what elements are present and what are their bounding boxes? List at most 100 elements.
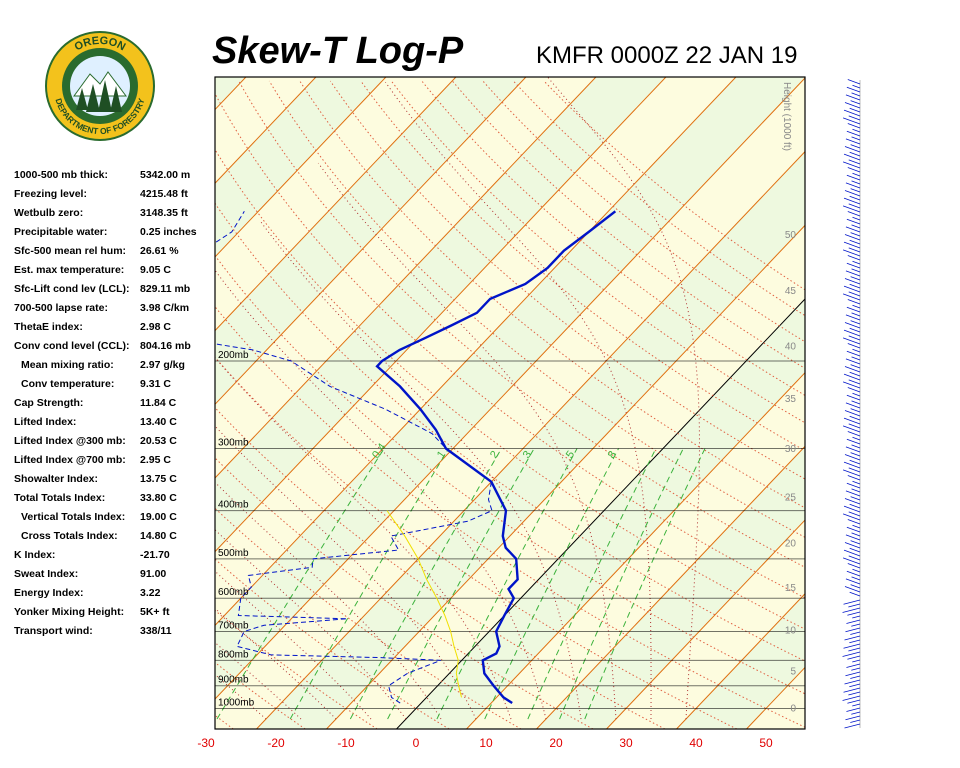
stat-value: -21.70 — [140, 549, 170, 561]
wind-barb — [843, 461, 861, 469]
mixing-ratio-line — [216, 448, 385, 720]
stat-label: Cross Totals Index: — [21, 530, 118, 542]
wind-barb — [849, 683, 861, 688]
wind-barb — [845, 671, 861, 677]
wind-barb — [848, 603, 861, 608]
wind-barb — [850, 232, 861, 237]
wind-barb — [846, 482, 861, 489]
stat-value: 13.75 C — [140, 473, 177, 485]
station-time-label: KMFR 0000Z 22 JAN 19 — [536, 42, 798, 69]
isotherm — [676, 593, 805, 729]
wind-barb — [845, 715, 861, 721]
wind-barb — [849, 195, 861, 201]
stat-label: Lifted Index @300 mb: — [14, 435, 126, 447]
isotherm — [606, 519, 805, 729]
chart-title: Skew-T Log-P — [212, 30, 464, 72]
wind-barb — [846, 570, 861, 577]
stat-label: Total Totals Index: — [14, 492, 106, 504]
stat-value: 19.00 C — [140, 511, 177, 523]
dry-adiabat — [215, 148, 805, 630]
stat-label: Sfc-500 mean rel hum: — [14, 245, 127, 257]
wind-barb — [843, 417, 861, 425]
mixing-ratio-line — [584, 448, 706, 720]
height-tick-label: 15 — [785, 583, 797, 594]
wind-barb — [845, 534, 861, 541]
wind-barb — [848, 379, 861, 385]
wind-barb — [842, 117, 861, 125]
wind-barb — [843, 285, 861, 293]
wind-barb — [843, 505, 861, 513]
wind-barb — [852, 348, 861, 353]
stat-label: Showalter Index: — [14, 473, 99, 485]
stat-row: K Index: -21.70 — [14, 546, 214, 565]
mixing-ratio-line — [387, 448, 535, 720]
wind-barb — [845, 627, 861, 633]
moist-adiabat — [317, 162, 617, 720]
mixing-ratio-line — [527, 448, 657, 720]
wind-barb — [851, 400, 861, 405]
logo-trees-icon — [76, 80, 122, 112]
isotherm — [536, 445, 805, 729]
stat-row: Energy Index: 3.22 — [14, 584, 214, 603]
wind-barb — [843, 109, 861, 117]
moist-adiabat — [215, 481, 442, 720]
height-tick-label: 40 — [785, 341, 797, 352]
wind-barb — [852, 615, 861, 619]
wind-barb — [842, 337, 861, 345]
stat-label: 1000-500 mb thick: — [14, 169, 108, 181]
stat-value: 9.05 C — [140, 264, 171, 276]
wind-barb — [852, 659, 861, 663]
stat-row: Conv temperature: 9.31 C — [14, 375, 214, 394]
stat-value: 9.31 C — [140, 378, 171, 390]
wind-barb — [844, 322, 861, 329]
isotherm — [215, 77, 737, 627]
wind-barb — [848, 511, 861, 517]
stat-label: Energy Index: — [14, 587, 84, 599]
wind-barb — [842, 205, 861, 213]
wind-barb — [845, 578, 861, 585]
wind-barb — [845, 358, 861, 365]
stat-label: Cap Strength: — [14, 397, 84, 409]
wind-barb — [842, 161, 861, 169]
wind-barb — [845, 490, 861, 497]
wind-barb — [843, 329, 861, 337]
wind-barb — [847, 79, 861, 85]
stat-value: 3.98 C/km — [140, 302, 190, 314]
wind-barb — [852, 480, 861, 485]
stat-value: 14.80 C — [140, 530, 177, 542]
wind-barb — [851, 312, 861, 317]
wind-barb — [844, 278, 861, 285]
stat-value: 2.98 C — [140, 321, 171, 333]
wind-barb — [847, 699, 861, 704]
dry-adiabat — [215, 558, 450, 729]
wind-barb — [848, 467, 861, 473]
dry-adiabat — [215, 609, 378, 729]
moist-adiabat — [215, 356, 512, 720]
wind-barb — [848, 335, 861, 341]
wind-barb — [849, 459, 861, 465]
stat-row: Cap Strength: 11.84 C — [14, 394, 214, 413]
wind-barb — [850, 675, 861, 679]
wind-barb — [842, 249, 861, 257]
stat-label: Lifted Index @700 mb: — [14, 454, 126, 466]
wind-barb — [846, 306, 861, 313]
stat-row: Total Totals Index: 33.80 C — [14, 489, 214, 508]
stat-row: Mean mixing ratio: 2.97 g/kg — [14, 356, 214, 375]
stat-label: Sfc-Lift cond lev (LCL): — [14, 283, 130, 295]
stat-row: ThetaE index: 2.98 C — [14, 318, 214, 337]
wind-barb — [847, 255, 861, 261]
wind-barb — [851, 667, 861, 671]
wind-barb — [850, 188, 861, 193]
wind-barb — [848, 291, 861, 297]
stat-value: 829.11 mb — [140, 283, 191, 295]
wind-barb — [844, 586, 861, 593]
wind-barb — [850, 320, 861, 325]
wind-barb — [850, 364, 861, 369]
pressure-label: 1000mb — [218, 698, 255, 709]
wind-barb — [843, 643, 861, 649]
dry-adiabat — [513, 80, 805, 317]
wind-barb — [843, 197, 861, 205]
isotherm — [215, 77, 457, 332]
pressure-label: 200mb — [218, 350, 249, 361]
wind-barb — [842, 469, 861, 477]
